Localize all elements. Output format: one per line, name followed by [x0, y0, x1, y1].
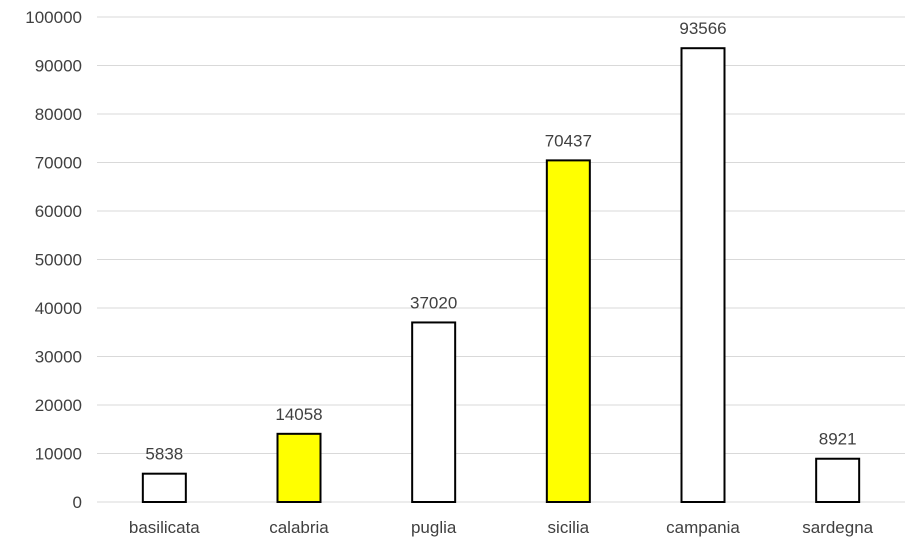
y-tick-label: 20000	[35, 396, 82, 415]
y-tick-label: 50000	[35, 251, 82, 270]
category-label-sicilia: sicilia	[548, 518, 590, 537]
y-tick-label: 90000	[35, 57, 82, 76]
bar-calabria	[276, 432, 322, 503]
category-label-basilicata: basilicata	[129, 518, 200, 537]
data-label-campania: 93566	[679, 19, 726, 38]
data-label-basilicata: 5838	[145, 445, 183, 464]
category-label-puglia: puglia	[411, 518, 457, 537]
y-tick-label: 60000	[35, 202, 82, 221]
y-tick-label: 40000	[35, 299, 82, 318]
bar-sardegna	[815, 457, 861, 504]
data-labels: 5838 14058 37020 70437 93566 8921	[145, 19, 856, 463]
category-label-campania: campania	[666, 518, 740, 537]
y-tick-label: 30000	[35, 348, 82, 367]
gridlines	[97, 16, 905, 503]
y-tick-label: 100000	[25, 8, 82, 27]
data-label-sicilia: 70437	[545, 131, 592, 150]
x-axis-category-labels: basilicata calabria puglia sicilia campania s…	[129, 518, 874, 537]
y-tick-label: 80000	[35, 105, 82, 124]
bar-basilicata	[141, 472, 187, 503]
category-label-calabria: calabria	[269, 518, 329, 537]
y-tick-label: 70000	[35, 154, 82, 173]
y-tick-label: 0	[73, 493, 82, 512]
bars	[141, 47, 861, 504]
data-label-puglia: 37020	[410, 293, 457, 312]
bar-sicilia	[545, 159, 591, 503]
y-tick-label: 10000	[35, 445, 82, 464]
data-label-calabria: 14058	[275, 405, 322, 424]
category-label-sardegna: sardegna	[802, 518, 873, 537]
bar-campania	[680, 47, 726, 504]
bar-puglia	[411, 321, 457, 503]
data-label-sardegna: 8921	[819, 430, 857, 449]
y-axis-tick-labels: 0 10000 20000 30000 40000 50000 60000 70000 8000…	[25, 8, 82, 512]
